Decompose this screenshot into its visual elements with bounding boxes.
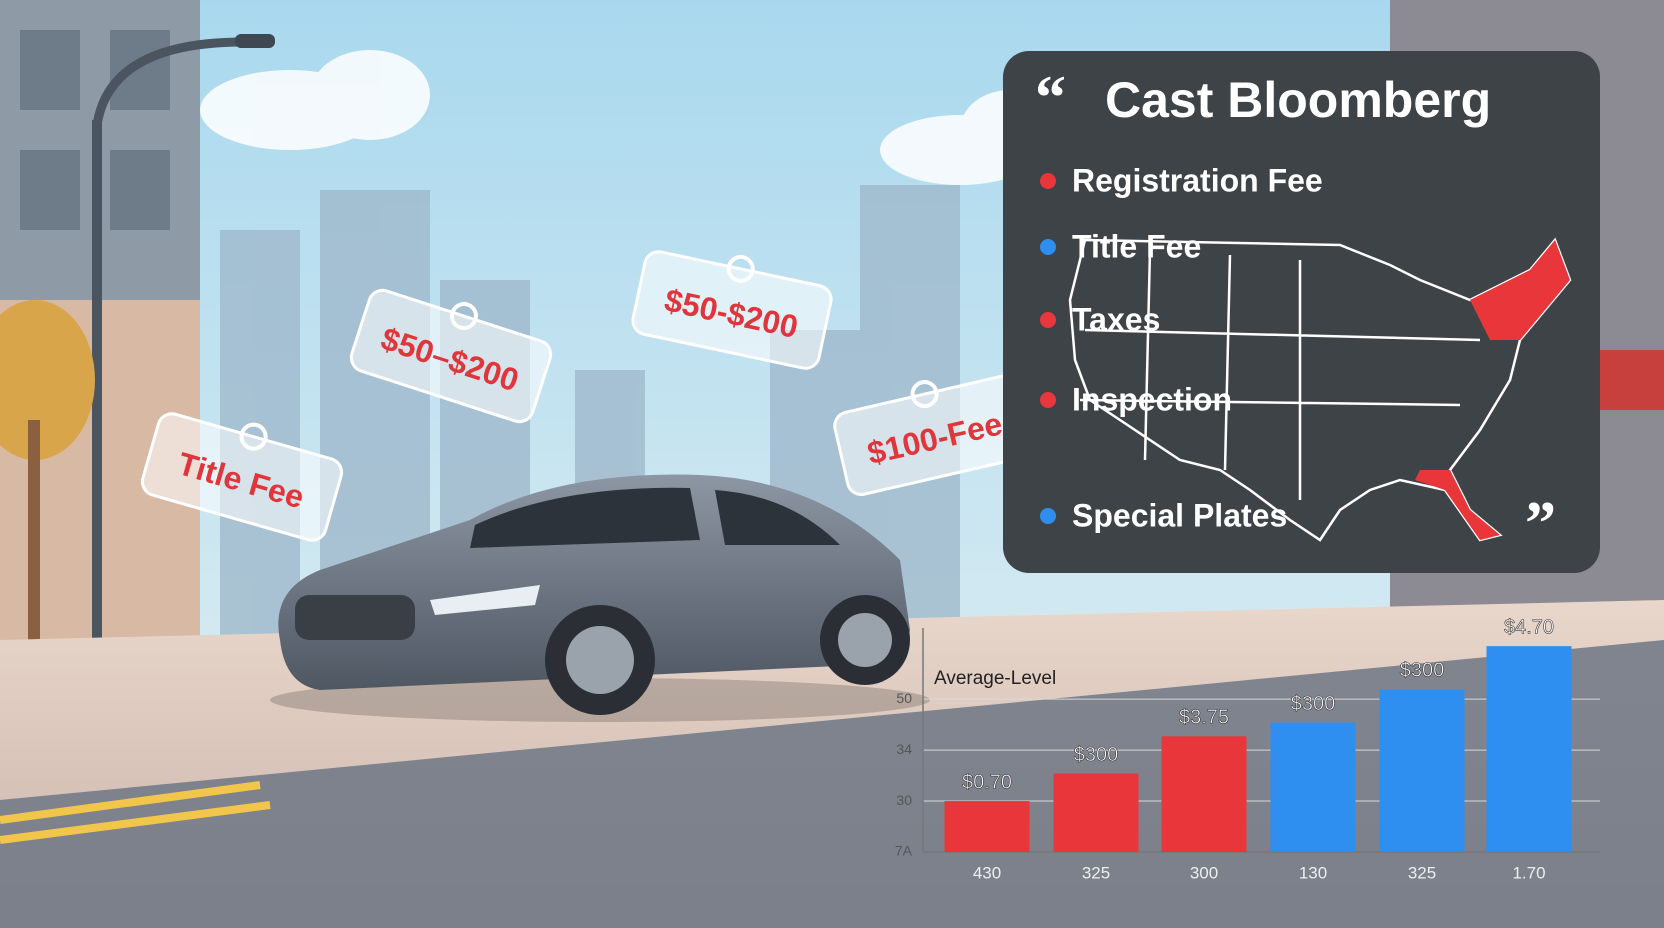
legend-dot <box>1040 173 1056 189</box>
legend-label: Special Plates <box>1072 497 1287 533</box>
legend-label: Title Fee <box>1072 228 1201 264</box>
tag-body <box>631 250 833 370</box>
x-tick-label: 325 <box>1408 863 1436 882</box>
legend-dot <box>1040 508 1056 524</box>
tag-hole <box>239 422 268 451</box>
legend-label: Inspection <box>1072 381 1232 417</box>
bar-label: $300 <box>1400 660 1445 682</box>
bar-chart: Average-Level 7A 30 34 50 $0.70 430 $300 325 $3.7… <box>895 616 1600 882</box>
bar <box>1270 722 1356 852</box>
y-tick-label: 50 <box>896 690 912 706</box>
legend-dot <box>1040 239 1056 255</box>
x-tick-label: 300 <box>1190 863 1218 882</box>
asphalt <box>0 640 1664 928</box>
tag-hole <box>449 302 478 331</box>
bar <box>1053 773 1139 852</box>
bar-label: $3.75 <box>1179 707 1229 729</box>
map-highlight <box>1415 470 1500 540</box>
bar-label: $0.70 <box>962 771 1012 793</box>
lane-lines <box>0 781 271 844</box>
bar-label: $300 <box>1074 744 1119 766</box>
legend: Registration Fee Title Fee Taxes Inspection… <box>1040 162 1323 533</box>
y-tick-label: 30 <box>896 792 912 808</box>
chart-title: Average-Level <box>934 668 1056 689</box>
open-quote: “ <box>1035 64 1066 132</box>
legend-label: Registration Fee <box>1072 162 1323 198</box>
x-tick-label: 325 <box>1082 863 1110 882</box>
bar-label: $300 <box>1291 693 1336 715</box>
x-tick-label: 130 <box>1299 863 1327 882</box>
bar <box>1379 689 1465 852</box>
x-tick-label: 430 <box>973 863 1001 882</box>
legend-dot <box>1040 392 1056 408</box>
bar <box>1161 736 1247 852</box>
street-lamp <box>92 34 275 680</box>
clouds <box>200 50 1060 185</box>
panel-title: Cast Bloomberg <box>1105 72 1491 128</box>
bar <box>1486 646 1572 852</box>
close-quote: ” <box>1525 490 1556 558</box>
tag-body <box>349 288 553 424</box>
y-tick-label: 34 <box>896 741 912 757</box>
map-highlight <box>1470 240 1570 340</box>
bar-label: $4.70 <box>1504 616 1554 638</box>
price-tag: Title Fee <box>140 412 344 542</box>
y-tick-label: 7A <box>895 843 913 859</box>
info-panel: “ Cast Bloomberg ” <box>1003 51 1600 573</box>
legend-dot <box>1040 312 1056 328</box>
tag-hole <box>910 380 939 409</box>
bar <box>944 801 1030 852</box>
x-tick-label: 1.70 <box>1512 863 1545 882</box>
tree <box>0 300 95 650</box>
car <box>270 474 930 722</box>
price-tag: $50–$200 <box>349 288 553 424</box>
legend-label: Taxes <box>1072 301 1160 337</box>
price-tag: $50-$200 <box>631 250 833 370</box>
price-tag: $100-Fee <box>833 373 1035 497</box>
tag-hole <box>726 254 755 283</box>
tag-body <box>140 412 344 542</box>
price-tags: Title Fee$50–$200 $50-$200$100-Fee <box>140 250 1035 542</box>
